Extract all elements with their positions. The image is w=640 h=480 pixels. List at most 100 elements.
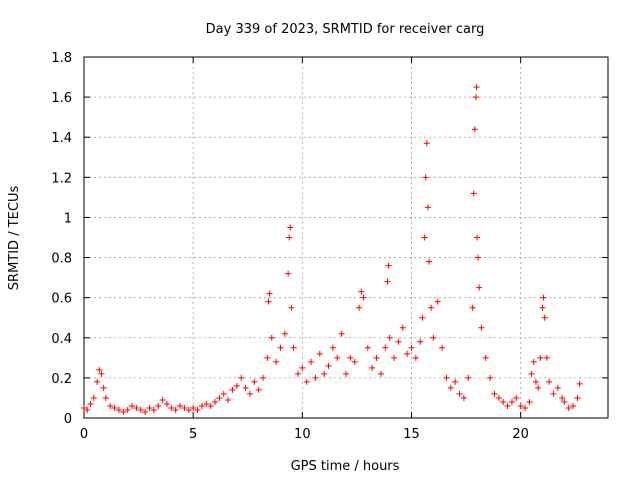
data-point bbox=[87, 400, 94, 407]
data-point bbox=[294, 370, 301, 377]
data-point bbox=[360, 294, 367, 301]
y-tick-label: 1.4 bbox=[51, 131, 72, 146]
data-point bbox=[550, 390, 557, 397]
data-point bbox=[229, 386, 236, 393]
data-point bbox=[478, 324, 485, 331]
data-point bbox=[137, 406, 144, 413]
data-point bbox=[268, 334, 275, 341]
plot-frame bbox=[83, 56, 609, 419]
data-point bbox=[369, 364, 376, 371]
data-point bbox=[421, 234, 428, 241]
data-point bbox=[537, 354, 544, 361]
data-point bbox=[266, 290, 273, 297]
data-point bbox=[528, 370, 535, 377]
data-point bbox=[347, 354, 354, 361]
y-tick-label: 1.6 bbox=[51, 91, 72, 106]
data-point bbox=[343, 370, 349, 377]
y-tick-label: 0.2 bbox=[51, 372, 72, 387]
data-point bbox=[522, 404, 529, 411]
data-point bbox=[473, 84, 480, 91]
data-point bbox=[424, 204, 431, 211]
x-tick-label: 5 bbox=[189, 427, 197, 442]
data-point bbox=[540, 294, 547, 301]
data-point bbox=[373, 354, 380, 361]
data-point bbox=[146, 404, 153, 411]
data-point bbox=[190, 404, 197, 411]
data-point bbox=[242, 384, 249, 391]
y-axis: 0 0.2 0.4 0.6 0.8 1 1.2 1.4 1.6 1.8 bbox=[51, 51, 608, 427]
data-point bbox=[316, 350, 323, 357]
data-point bbox=[513, 394, 520, 401]
data-point bbox=[238, 374, 245, 381]
data-point bbox=[452, 378, 459, 385]
data-point bbox=[382, 344, 389, 351]
x-tick-label: 10 bbox=[294, 427, 311, 442]
data-point bbox=[155, 402, 162, 409]
y-tick-label: 0.6 bbox=[51, 292, 72, 307]
data-point bbox=[500, 398, 507, 405]
data-point bbox=[172, 406, 179, 413]
data-point bbox=[399, 324, 406, 331]
data-point bbox=[351, 358, 358, 365]
data-point bbox=[576, 380, 583, 387]
data-point bbox=[482, 354, 489, 361]
data-point bbox=[312, 374, 319, 381]
data-point bbox=[565, 404, 572, 411]
data-point bbox=[177, 402, 184, 409]
data-point bbox=[460, 394, 467, 401]
data-point bbox=[425, 258, 432, 265]
y-tick-label: 0 bbox=[64, 412, 72, 427]
data-point bbox=[530, 358, 537, 365]
data-point bbox=[570, 402, 577, 409]
data-point bbox=[517, 402, 524, 409]
data-point bbox=[107, 402, 114, 409]
x-tick-label: 0 bbox=[80, 427, 88, 442]
data-point bbox=[115, 406, 122, 413]
data-point bbox=[535, 384, 542, 391]
data-point bbox=[504, 402, 511, 409]
chart-title: Day 339 of 2023, SRMTID for receiver car… bbox=[206, 22, 485, 37]
x-tick-label: 20 bbox=[512, 427, 529, 442]
data-point bbox=[474, 234, 480, 241]
data-point bbox=[391, 354, 398, 361]
data-point bbox=[281, 330, 288, 337]
y-axis-label: SRMTID / TECUs bbox=[7, 186, 22, 291]
data-point bbox=[508, 398, 515, 405]
data-point bbox=[98, 370, 105, 377]
data-point bbox=[554, 384, 561, 391]
data-point bbox=[246, 390, 253, 397]
data-point bbox=[133, 404, 140, 411]
data-point bbox=[526, 398, 533, 405]
data-point bbox=[417, 338, 424, 345]
data-point bbox=[395, 338, 402, 345]
data-point bbox=[185, 406, 192, 413]
data-point bbox=[495, 394, 502, 401]
data-point bbox=[96, 366, 103, 373]
data-point bbox=[539, 304, 546, 311]
data-point bbox=[181, 404, 188, 411]
data-point bbox=[194, 406, 201, 413]
data-point bbox=[159, 396, 166, 403]
data-point bbox=[574, 394, 581, 401]
data-point bbox=[491, 390, 498, 397]
data-point bbox=[321, 370, 328, 377]
data-point bbox=[84, 406, 91, 413]
data-point bbox=[220, 390, 227, 397]
data-point bbox=[487, 374, 494, 381]
data-point bbox=[308, 358, 315, 365]
data-point bbox=[255, 386, 262, 393]
data-point bbox=[150, 406, 157, 413]
data-point bbox=[338, 330, 345, 337]
data-point bbox=[325, 362, 332, 369]
chart-grid bbox=[84, 57, 608, 418]
data-point bbox=[465, 374, 472, 381]
data-point bbox=[207, 402, 214, 409]
data-points bbox=[81, 84, 583, 415]
data-point bbox=[469, 304, 476, 311]
data-point bbox=[386, 334, 393, 341]
data-point bbox=[285, 270, 292, 277]
data-point bbox=[384, 278, 391, 285]
data-point bbox=[356, 304, 363, 311]
data-point bbox=[102, 394, 109, 401]
